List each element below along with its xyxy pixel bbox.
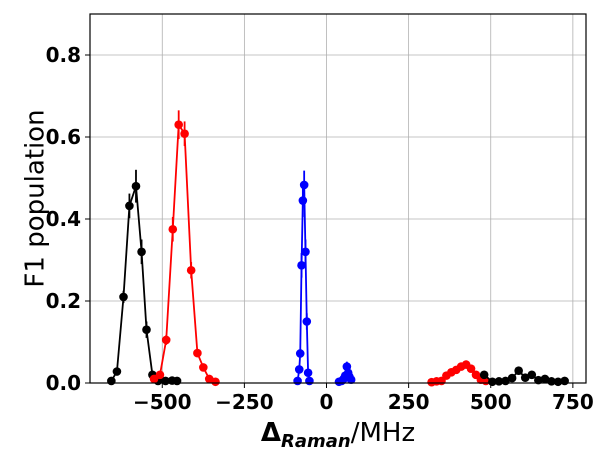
data-point [180,129,189,139]
data-point [119,292,128,302]
x-axis-label-unit: /MHz [351,418,415,448]
data-point [211,377,220,387]
x-tick-label: −250 [215,390,274,414]
x-tick-label: 250 [388,390,430,414]
data-point [168,224,178,234]
data-point [301,247,310,257]
data-point [137,247,146,257]
data-point [305,376,314,386]
data-point [479,370,489,380]
y-tick-label: 0.6 [46,125,81,149]
data-point [302,317,312,326]
y-tick-label: 0.2 [46,289,81,313]
data-point [514,366,523,376]
y-axis-label: F1 population [21,109,51,287]
data-point [199,363,208,372]
data-point [298,196,308,205]
data-point [174,120,183,129]
x-axis-label-symbol: Δ [261,418,281,448]
data-point [161,335,171,345]
data-point [560,376,569,386]
data-point [466,364,476,373]
series-3 [293,170,314,386]
data-point [299,180,309,190]
data-point [507,373,517,383]
plot-area [107,110,569,387]
data-point [295,349,305,358]
x-tick-label: 500 [470,390,512,414]
data-point [293,376,302,386]
data-point [142,325,151,335]
data-point [346,375,356,385]
data-point [294,365,304,374]
series-line [153,121,216,383]
data-point [155,370,165,380]
data-point [520,373,530,382]
y-tick-label: 0.8 [46,43,81,67]
data-point [172,376,182,386]
data-point [186,265,196,275]
data-point [540,374,550,384]
data-point [303,368,313,378]
axes-frame [89,13,587,384]
axis-ticks: −500 −250 0 250 500 750 0.0 0.2 0.4 0.6 0.8 [46,43,594,414]
series-0 [107,169,163,386]
data-point [488,377,497,387]
y-tick-label: 0.0 [46,371,81,395]
data-point [107,376,116,386]
data-point [527,370,537,380]
data-point [131,181,141,191]
data-point [125,201,134,211]
x-axis-label: ΔRaman/MHz [261,418,415,452]
grid [90,14,586,384]
series-2 [149,110,220,387]
x-tick-label: 0 [320,390,334,414]
data-point [193,348,202,358]
data-point [112,367,122,376]
series-6 [479,366,569,387]
y-tick-label: 0.4 [46,207,81,231]
x-axis-label-subscript: Raman [281,431,351,452]
x-tick-label: 750 [552,390,594,414]
x-tick-label: −500 [133,390,192,414]
data-point [553,377,563,387]
series-line [110,185,159,382]
data-point [297,261,306,270]
data-point [534,375,543,385]
